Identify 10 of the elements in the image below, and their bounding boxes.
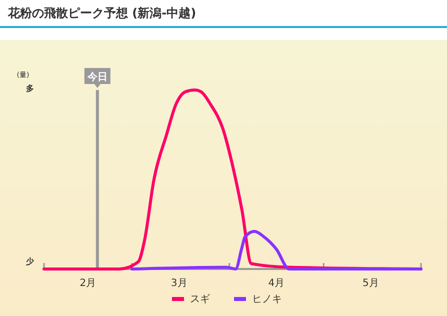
ref-line-label: 今日	[86, 71, 108, 83]
text: 少	[26, 257, 35, 266]
chart-title: 花粉の飛散ピーク予想 (新潟-中越)	[7, 6, 196, 20]
x-tick-label: 3月	[170, 278, 188, 289]
legend-label: スギ	[190, 293, 210, 305]
x-tick-label: 5月	[362, 278, 379, 289]
x-tick-label: 4月	[268, 278, 285, 289]
legend-label: ヒノキ	[252, 294, 282, 305]
text: 多	[26, 84, 34, 93]
x-tick-label: 2月	[80, 278, 96, 289]
